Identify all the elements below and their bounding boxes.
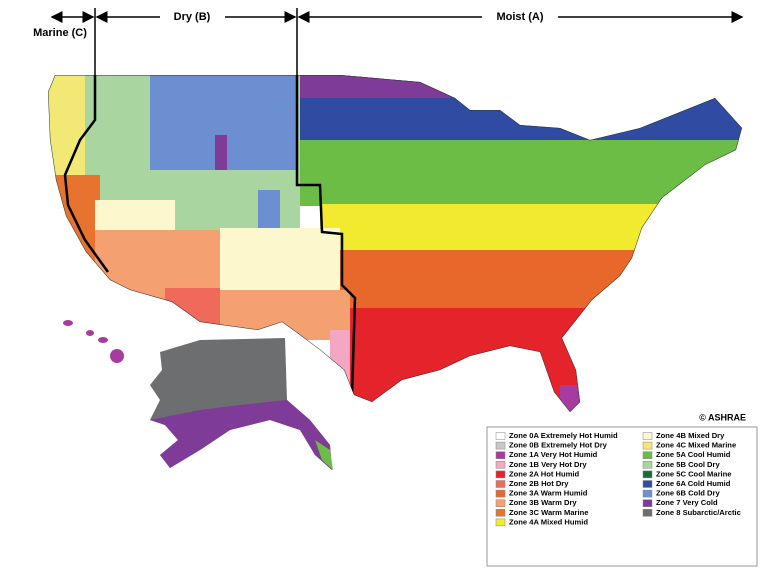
legend-label: Zone 3C Warm Marine xyxy=(509,508,588,517)
zone-area xyxy=(63,320,73,326)
legend-swatch xyxy=(642,432,653,440)
zone-area xyxy=(220,228,340,290)
hawaii xyxy=(63,320,124,363)
us-outline xyxy=(48,75,742,412)
legend-label: Zone 0B Extremely Hot Dry xyxy=(509,441,608,450)
zone-area xyxy=(258,190,280,240)
legend-label: Zone 5B Cool Dry xyxy=(656,460,720,469)
moisture-boundary xyxy=(63,75,357,396)
legend-swatch xyxy=(495,489,506,498)
legend-label: Zone 6B Cold Dry xyxy=(656,489,720,498)
zone-area xyxy=(297,140,742,206)
contiguous-us xyxy=(48,75,742,412)
legend-swatch xyxy=(642,509,653,517)
legend-swatch xyxy=(642,499,653,507)
legend-swatch xyxy=(495,432,506,440)
zone-area xyxy=(150,400,332,470)
legend-swatch xyxy=(495,461,506,469)
legend-label: Zone 1A Very Hot Humid xyxy=(509,450,598,459)
legend-swatch xyxy=(495,451,506,459)
legend-label: Zone 4A Mixed Humid xyxy=(509,517,588,526)
legend-label: Zone 4C Mixed Marine xyxy=(656,441,736,450)
zone-area xyxy=(560,385,585,412)
legend-label: Zone 0A Extremely Hot Humid xyxy=(509,431,618,440)
legend-swatch xyxy=(642,441,653,450)
legend-label: Zone 3B Warm Dry xyxy=(509,498,577,507)
alaska xyxy=(150,338,333,470)
legend-label: Zone 3A Warm Humid xyxy=(509,489,588,498)
legend-swatch xyxy=(642,470,653,479)
legend-swatch xyxy=(495,441,506,450)
zone-area xyxy=(350,308,742,412)
legend-swatch xyxy=(495,470,506,479)
legend-swatch xyxy=(642,451,653,459)
marine-label: Marine (C) xyxy=(33,27,87,39)
legend-swatch xyxy=(495,499,506,507)
legend-swatch xyxy=(495,480,506,488)
moist-label: Moist (A) xyxy=(496,11,543,23)
zone-area xyxy=(165,288,220,328)
dry-label: Dry (B) xyxy=(174,11,211,23)
zone-area xyxy=(110,349,124,363)
zone-area xyxy=(330,330,350,400)
zone-area xyxy=(48,175,100,295)
zone-area xyxy=(86,330,94,336)
legend-label: Zone 5A Cool Humid xyxy=(656,450,731,459)
zone-area xyxy=(300,75,450,98)
zone-area xyxy=(215,135,227,170)
legend-label: Zone 8 Subarctic/Arctic xyxy=(656,508,741,517)
legend-label: Zone 5C Cool Marine xyxy=(656,469,732,478)
zone-area xyxy=(340,250,742,310)
legend-swatch xyxy=(495,518,506,527)
legend-swatch xyxy=(642,489,653,498)
legend-label: Zone 1B Very Hot Dry xyxy=(509,460,587,469)
legend-label: Zone 4B Mixed Dry xyxy=(656,431,725,440)
zone-area xyxy=(95,200,175,235)
zone-area xyxy=(315,440,333,470)
legend-box xyxy=(486,426,758,567)
legend-label: Zone 2A Hot Humid xyxy=(509,469,580,478)
zone-area xyxy=(48,75,85,180)
legend-label: Zone 6A Cold Humid xyxy=(656,479,731,488)
copyright: © ASHRAE xyxy=(699,412,746,422)
zone-area xyxy=(320,204,742,252)
legend-swatch xyxy=(495,509,506,517)
legend-label: Zone 2B Hot Dry xyxy=(509,479,569,488)
legend-swatch xyxy=(642,461,653,469)
region-header: Dry (B) Moist (A) Marine (C) xyxy=(33,8,744,185)
zone-area xyxy=(98,337,108,343)
legend-swatch xyxy=(642,480,653,488)
legend-label: Zone 7 Very Cold xyxy=(656,498,718,507)
